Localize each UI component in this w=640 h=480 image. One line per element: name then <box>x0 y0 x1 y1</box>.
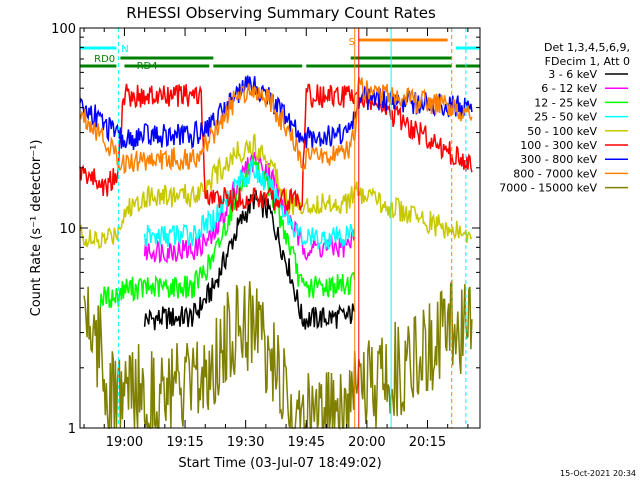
flag-label-s: S <box>349 37 355 48</box>
legend-label: 12 - 25 keV <box>534 96 597 109</box>
legend-label: 6 - 12 keV <box>541 82 597 95</box>
legend-label: 7000 - 15000 keV <box>499 182 597 195</box>
series-line-7000-15000-kev <box>83 278 473 431</box>
legend-label: 3 - 6 keV <box>548 68 597 81</box>
x-tick-label: 19:30 <box>227 435 264 450</box>
y-tick-label: 100 <box>51 22 76 37</box>
generated-timestamp: 15-Oct-2021 20:34 <box>560 469 636 478</box>
y-tick-label: 1 <box>68 422 76 437</box>
legend-label: 800 - 7000 keV <box>513 167 597 180</box>
legend: Det 1,3,4,5,6,9,FDecim 1, Att 03 - 6 keV… <box>499 41 630 195</box>
y-axis-label: Count Rate (s⁻¹ detector⁻¹) <box>29 140 44 317</box>
legend-label: 50 - 100 keV <box>527 125 597 138</box>
flag-label-rd4: RD4 <box>137 61 158 72</box>
series-line-50-100-kev <box>79 133 473 250</box>
legend-header-line: FDecim 1, Att 0 <box>545 55 630 68</box>
axes-layer: 19:00 19:15 19:30 19:45 20:00 20:15 1 10 100 <box>51 22 480 450</box>
plot-area <box>79 75 473 431</box>
legend-label: 100 - 300 keV <box>520 139 597 152</box>
series-line-800-7000-kev <box>79 77 473 175</box>
chart-title: RHESSI Observing Summary Count Rates <box>126 4 436 22</box>
series-line-3-6-kev <box>143 189 356 331</box>
legend-header-line: Det 1,3,4,5,6,9, <box>544 41 630 54</box>
series-line-12-25-kev <box>99 154 356 309</box>
y-tick-label: 10 <box>59 222 76 237</box>
x-tick-label: 19:45 <box>288 435 325 450</box>
x-tick-label: 19:15 <box>166 435 203 450</box>
series-line-25-50-kev <box>143 157 356 250</box>
legend-label: 25 - 50 keV <box>534 111 597 124</box>
flags-layer: RD0 RD4 N S <box>80 28 480 428</box>
x-axis-label: Start Time (03-Jul-07 18:49:02) <box>178 456 381 471</box>
x-tick-label: 20:15 <box>409 435 446 450</box>
x-tick-label: 19:00 <box>106 435 143 450</box>
series-line-100-300-kev <box>79 83 473 213</box>
x-tick-label: 20:00 <box>348 435 385 450</box>
flag-label-n: N <box>121 44 128 55</box>
flag-label-rd0: RD0 <box>94 54 115 65</box>
legend-label: 300 - 800 keV <box>520 153 597 166</box>
